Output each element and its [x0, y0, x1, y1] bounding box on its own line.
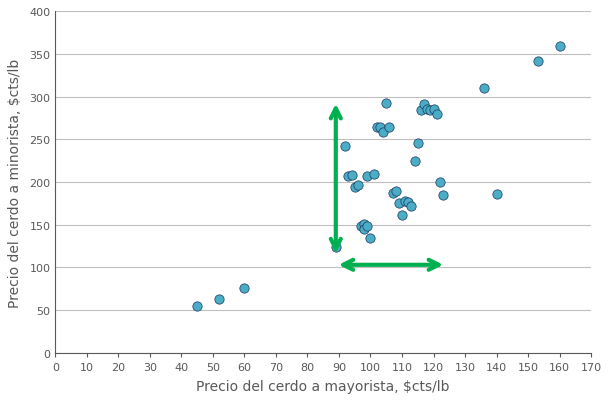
- Point: [350, 184, 359, 191]
- Point: [533, 59, 542, 65]
- Point: [416, 108, 426, 114]
- Point: [419, 102, 429, 108]
- Point: [378, 129, 388, 136]
- Point: [432, 111, 442, 117]
- Point: [381, 100, 391, 107]
- Point: [479, 86, 489, 92]
- Point: [353, 183, 363, 189]
- Point: [391, 188, 401, 194]
- Point: [403, 200, 413, 206]
- Point: [387, 190, 397, 197]
- Point: [406, 203, 416, 210]
- Point: [359, 221, 369, 227]
- Point: [359, 226, 369, 233]
- Point: [435, 179, 445, 186]
- Point: [400, 198, 410, 205]
- Point: [365, 235, 375, 242]
- Point: [343, 173, 353, 180]
- Point: [362, 224, 372, 230]
- Y-axis label: Precio del cerdo a minorista, $cts/lb: Precio del cerdo a minorista, $cts/lb: [9, 58, 23, 307]
- Point: [372, 124, 382, 130]
- Point: [356, 223, 366, 229]
- Point: [422, 107, 432, 113]
- Point: [214, 296, 224, 302]
- Point: [438, 192, 448, 198]
- Point: [492, 191, 501, 198]
- Point: [340, 144, 350, 150]
- X-axis label: Precio del cerdo a mayorista, $cts/lb: Precio del cerdo a mayorista, $cts/lb: [196, 379, 450, 393]
- Point: [554, 44, 564, 51]
- Point: [384, 124, 394, 130]
- Point: [410, 158, 420, 164]
- Point: [368, 172, 378, 178]
- Point: [192, 303, 202, 309]
- Point: [425, 108, 435, 114]
- Point: [394, 200, 404, 207]
- Point: [346, 172, 356, 179]
- Point: [429, 107, 439, 113]
- Point: [362, 173, 372, 180]
- Point: [397, 213, 407, 219]
- Point: [240, 285, 249, 291]
- Point: [331, 244, 340, 251]
- Point: [413, 140, 423, 147]
- Point: [375, 124, 385, 130]
